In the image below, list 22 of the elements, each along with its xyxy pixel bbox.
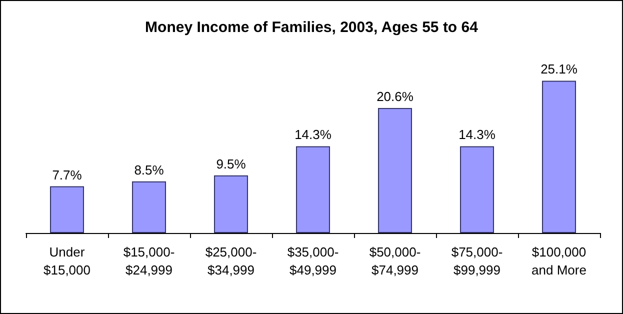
bar: [542, 80, 576, 233]
data-label: 14.3%: [458, 127, 496, 142]
data-label: 20.6%: [376, 89, 414, 104]
bar: [50, 186, 84, 233]
x-tick-label: Under $15,000: [44, 244, 90, 278]
bar: [132, 181, 166, 233]
x-tick-label: $50,000- $74,999: [369, 244, 421, 278]
bar: [214, 175, 248, 233]
bar: [296, 146, 330, 233]
data-label: 14.3%: [294, 127, 332, 142]
x-tick-label: $75,000- $99,999: [451, 244, 503, 278]
x-tick-label: $100,000 and More: [532, 244, 586, 278]
data-label: 9.5%: [216, 156, 246, 172]
x-tick-label: $35,000- $49,999: [287, 244, 339, 278]
bar: [460, 146, 494, 233]
x-tick-label: $25,000- $34,999: [205, 244, 257, 278]
bar: [378, 108, 412, 233]
x-tick-label: $15,000- $24,999: [123, 244, 175, 278]
data-label: 25.1%: [540, 62, 578, 77]
data-label: 8.5%: [134, 162, 164, 178]
data-label: 7.7%: [52, 167, 82, 182]
chart-title: Money Income of Families, 2003, Ages 55 to 64: [145, 19, 479, 36]
